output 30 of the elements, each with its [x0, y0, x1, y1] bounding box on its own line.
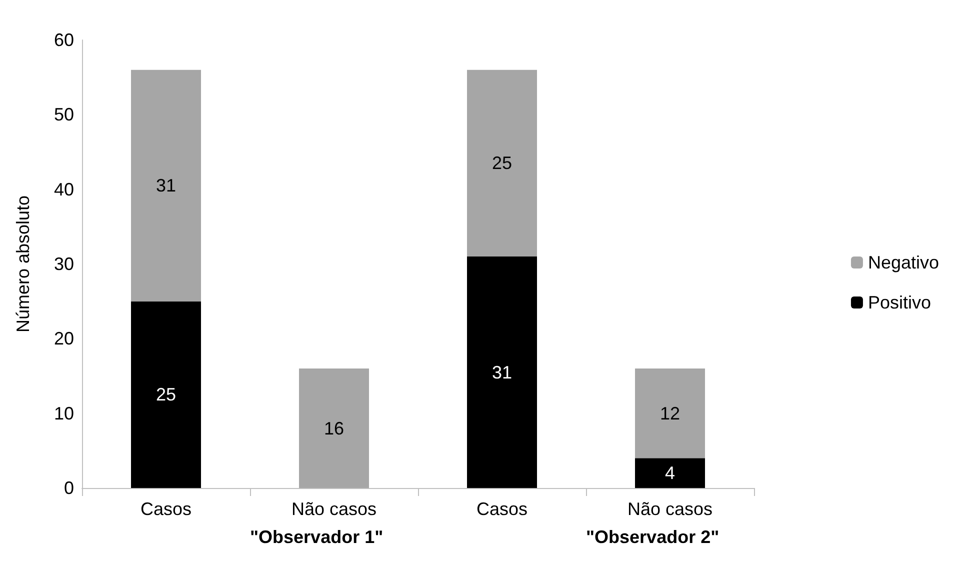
y-axis-title: Número absoluto: [13, 195, 33, 333]
y-tick-label: 60: [54, 30, 74, 50]
legend-label: Negativo: [868, 252, 940, 272]
y-tick-label: 10: [54, 403, 74, 424]
bar: [467, 256, 537, 488]
y-tick-label: 30: [54, 254, 74, 274]
bar: [635, 368, 705, 458]
bar: [467, 70, 537, 257]
data-label: 16: [324, 418, 344, 438]
x-tick-label: Não casos: [627, 499, 713, 519]
y-tick-label: 50: [54, 104, 74, 125]
x-tick-label: Casos: [476, 499, 528, 519]
data-label: 4: [664, 463, 676, 484]
data-label: 31: [156, 176, 176, 196]
y-tick-label: 40: [54, 179, 74, 200]
data-label: 25: [492, 153, 512, 174]
x-tick-label: Não casos: [291, 499, 377, 519]
y-tick-label: 20: [54, 328, 74, 349]
data-label: 25: [156, 384, 176, 405]
text: "Observador 1": [250, 527, 384, 547]
bar: [299, 368, 369, 488]
y-tick-label: 0: [64, 478, 74, 498]
legend-label: Positivo: [868, 292, 931, 312]
bar: [635, 458, 705, 488]
text: "Observador 2": [586, 527, 720, 547]
bar: [131, 70, 201, 302]
bar: [131, 301, 201, 488]
data-label: 12: [660, 403, 680, 424]
data-label: 31: [492, 362, 512, 382]
x-tick-label: Casos: [140, 499, 192, 519]
